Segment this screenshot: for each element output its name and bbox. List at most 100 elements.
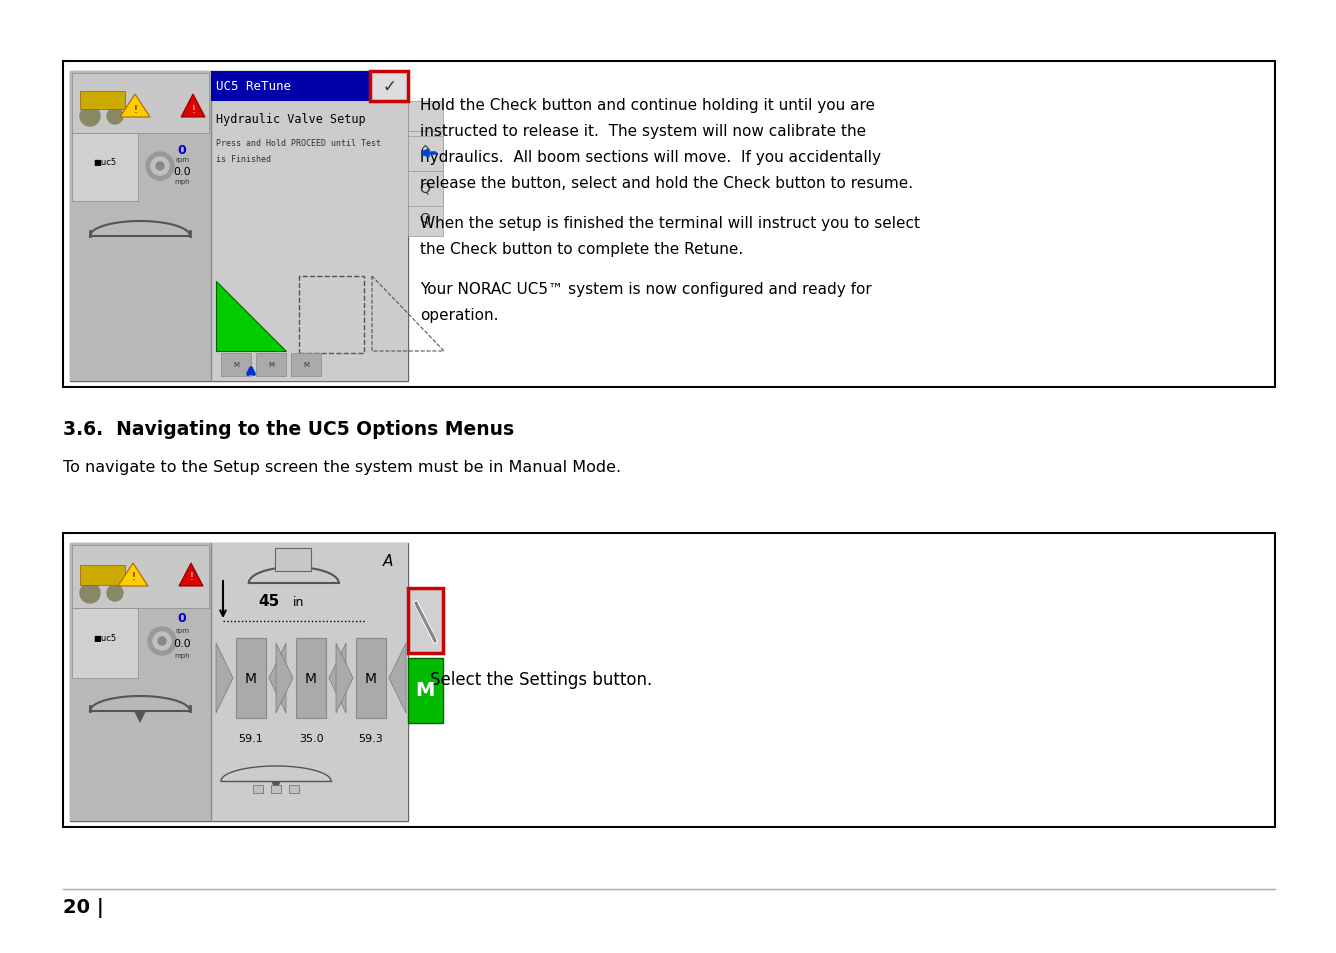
Bar [69,543,211,821]
Text: ✓: ✓ [382,78,395,96]
Polygon shape [80,91,126,110]
Text: !: ! [191,105,195,115]
Text: When the setup is finished the terminal will instruct you to select: When the setup is finished the terminal … [420,215,921,231]
Bar [407,102,444,132]
Bar [291,354,321,376]
Bar [72,608,138,679]
Text: ■uc5: ■uc5 [94,157,116,167]
Circle shape [80,583,100,603]
Bar [69,71,211,381]
Text: M: M [269,361,274,368]
Text: 20 |: 20 | [63,897,104,917]
Text: M: M [303,361,309,368]
Text: mph: mph [174,179,190,185]
Polygon shape [134,711,146,723]
Text: instructed to release it.  The system will now calibrate the: instructed to release it. The system wil… [420,124,866,139]
Bar [407,202,444,236]
Text: 0: 0 [178,143,187,156]
Circle shape [107,585,123,601]
Bar [407,659,444,723]
Bar [289,785,299,793]
Text: M: M [305,671,317,685]
Bar [257,354,286,376]
Text: 45: 45 [258,594,279,609]
Bar [297,639,326,719]
Text: is Finished: is Finished [216,155,271,164]
Text: mph: mph [174,652,190,659]
Bar [275,548,311,572]
Bar [63,534,1275,827]
Text: 3.6.  Navigating to the UC5 Options Menus: 3.6. Navigating to the UC5 Options Menus [63,419,514,438]
Text: M: M [232,361,239,368]
Bar [407,137,444,172]
Text: in: in [293,595,305,608]
Text: 0.0: 0.0 [174,639,191,648]
Text: the Check button to complete the Retune.: the Check button to complete the Retune. [420,242,743,256]
Polygon shape [271,781,281,791]
Polygon shape [329,643,346,713]
Circle shape [146,152,174,181]
Polygon shape [120,95,150,118]
Bar [407,132,444,167]
Text: !: ! [190,572,192,581]
Text: UC5 ReTune: UC5 ReTune [216,80,291,93]
Text: ■uc5: ■uc5 [94,634,116,643]
Polygon shape [277,643,293,713]
Polygon shape [180,95,204,118]
Text: 35.0: 35.0 [299,733,323,743]
Bar [63,62,1275,388]
Text: 59.1: 59.1 [239,733,263,743]
Bar [72,545,208,608]
Text: M: M [365,671,377,685]
Text: operation.: operation. [420,308,498,323]
Bar [299,276,363,354]
Circle shape [107,109,123,125]
Bar [253,785,263,793]
Text: Q: Q [420,182,430,195]
Polygon shape [216,282,286,352]
Bar [407,167,444,202]
Text: Hydraulic Valve Setup: Hydraulic Valve Setup [216,113,366,127]
Text: M: M [244,671,257,685]
Text: Hold the Check button and continue holding it until you are: Hold the Check button and continue holdi… [420,98,875,112]
Bar [211,71,407,102]
Bar [236,639,266,719]
Bar [211,71,407,381]
Text: A: A [383,554,393,569]
Circle shape [148,627,176,656]
Bar [69,71,407,381]
Polygon shape [335,643,353,713]
Bar [355,639,386,719]
Text: 59.3: 59.3 [358,733,383,743]
Text: 0: 0 [178,612,187,625]
Text: rpm: rpm [175,157,188,163]
Text: !: ! [134,105,136,115]
Circle shape [151,158,168,175]
Bar [211,543,407,821]
Text: hydraulics.  All boom sections will move.  If you accidentally: hydraulics. All boom sections will move.… [420,150,880,165]
Polygon shape [389,643,406,713]
Bar [72,74,208,133]
Text: ⌂: ⌂ [421,142,429,156]
Text: To navigate to the Setup screen the system must be in Manual Mode.: To navigate to the Setup screen the syst… [63,459,621,475]
Text: Select the Settings button.: Select the Settings button. [430,670,652,688]
Bar [370,71,407,102]
Text: Q: Q [420,212,430,226]
Polygon shape [216,643,232,713]
Polygon shape [269,643,286,713]
Bar [220,354,251,376]
Bar [407,172,444,207]
Circle shape [158,638,166,645]
Text: !: ! [131,572,135,581]
Polygon shape [179,563,203,586]
Bar [72,133,138,202]
Polygon shape [118,563,148,586]
Bar [69,543,407,821]
Bar [271,785,281,793]
Text: Your NORAC UC5™ system is now configured and ready for: Your NORAC UC5™ system is now configured… [420,282,872,296]
Circle shape [156,163,164,171]
Bar [407,588,444,654]
Text: 0.0: 0.0 [174,167,191,177]
Text: M: M [415,680,434,700]
Text: release the button, select and hold the Check button to resume.: release the button, select and hold the … [420,175,912,191]
